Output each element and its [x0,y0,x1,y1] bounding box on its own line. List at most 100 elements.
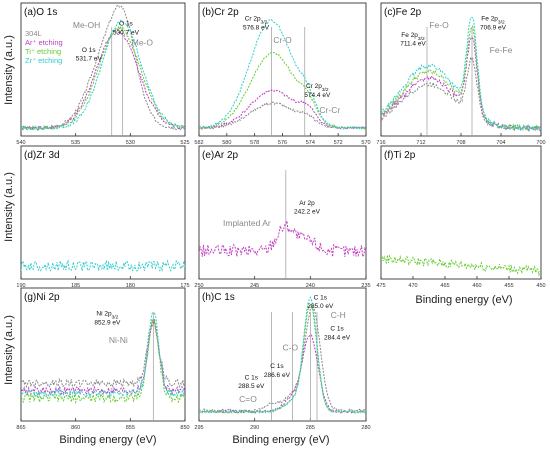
annotation-label: Fe-O [429,20,449,30]
annotation-label: Cr 2p3/2 [306,83,329,93]
series-line-Ar⁺ etching [21,320,185,396]
x-tick-label: 175 [180,283,189,289]
y-axis-label-row-2: Intensity (a.u.) [3,172,15,242]
x-tick-label: 475 [376,283,385,289]
panel-title: (b)Cr 2p [202,7,239,18]
y-axis-label-row-1: Intensity (a.u.) [3,35,15,105]
series-line-Zr⁺ etching [199,296,366,414]
annotation-label: Implanted Ar [223,218,271,228]
x-axis-label-f: Binding energy (eV) [415,294,512,306]
x-tick-label: 704 [496,140,505,146]
panel-frame [20,2,186,137]
annotation-label: Cr-Cr [319,105,340,115]
panel-frame [20,287,186,422]
x-tick-label: 235 [361,283,370,289]
x-tick-label: 850 [180,425,189,431]
panel-frame [380,2,542,137]
panel-title: (a)O 1s [24,7,57,18]
panel-frame [198,287,367,422]
y-axis-label-row-3: Intensity (a.u.) [3,315,15,385]
annotation-label: 706.9 eV [480,24,507,31]
series-line-304L [21,318,185,389]
x-tick-label: 700 [536,140,545,146]
x-tick-label: 540 [16,140,25,146]
series-line-Zr⁺ etching [21,312,185,399]
legend-entry: Ar⁺ etching [25,38,63,47]
x-tick-label: 580 [222,140,231,146]
series-line-Ti⁺ etching [199,304,366,414]
series-line-Ar⁺ etching [381,36,541,132]
x-axis-label-h: Binding energy (eV) [232,434,329,446]
annotation-label: O 1s [82,47,96,54]
annotation-label: C 1s [314,294,328,301]
annotation-label: Fe-Fe [490,45,513,55]
series-line-Ti⁺ etching [381,24,541,132]
panel-h: 295 290 285 280 (h)C 1s C 1s 285.0 eVC-H C 1s 28… [194,287,371,431]
annotation-label: Ni-Ni [109,335,128,345]
annotation-label: Ar 2p [299,200,315,207]
panel-title: (e)Ar 2p [202,150,239,161]
x-tick-label: 865 [16,425,25,431]
annotation-label: 288.5 eV [238,383,265,390]
series-line-Zr⁺ etching [381,16,541,132]
panel-frame [380,145,542,280]
panel-title: (c)Fe 2p [384,7,422,18]
panel-title: (h)C 1s [202,292,235,303]
x-tick-label: 535 [71,140,80,146]
annotation-label: Cr-O [273,35,292,45]
series-line-304L [199,307,366,413]
x-tick-label: 455 [504,283,513,289]
annotation-label: 284.4 eV [324,334,351,341]
annotation-label: C=O [239,394,257,404]
series-line-Ar⁺ etching [199,89,366,130]
x-tick-label: 245 [250,283,259,289]
annotation-label: Ni 2p3/2 [96,311,118,321]
annotation-label: C-O [282,343,298,353]
series-line-304L [21,4,185,132]
x-tick-label: 180 [126,283,135,289]
panel-f: 475 470 465 460 455 450 (f)Ti 2p [376,145,546,289]
x-tick-label: 185 [71,283,80,289]
x-tick-label: 855 [126,425,135,431]
annotation-label: C 1s [245,374,259,381]
panel-frame [20,145,186,280]
annotation-label: C-H [331,310,346,320]
annotation-label: Fe 2p3/2 [481,16,505,26]
x-tick-label: 465 [440,283,449,289]
panel-frame [198,145,367,280]
annotation-label: C 1s [270,363,284,370]
x-tick-label: 716 [376,140,385,146]
x-tick-label: 285 [306,425,315,431]
x-tick-label: 708 [456,140,465,146]
series-line-Zr⁺ etching [21,19,185,131]
x-tick-label: 570 [361,140,370,146]
legend-entry: 304L [25,29,42,38]
annotation-label: Fe 2p3/2 [401,32,425,42]
x-tick-label: 280 [361,425,370,431]
x-tick-label: 295 [194,425,203,431]
annotation-label: Me-OH [73,20,100,30]
panel-frame [198,2,367,137]
x-tick-label: 572 [334,140,343,146]
annotation-label: Me-O [132,38,154,48]
series-line-Ar⁺ etching [199,219,366,259]
annotation-label: 711.4 eV [400,41,426,48]
annotation-label: 852.9 eV [94,319,121,326]
panel-title: (f)Ti 2p [384,150,416,161]
series-line-Ti⁺ etching [21,24,185,131]
x-tick-label: 190 [16,283,25,289]
panel-e: 250 245 240 235 (e)Ar 2p Ar 2p 242.2 eV Implant… [194,145,371,289]
legend-entry: Ti⁺ etching [25,47,61,56]
panel-d: 190 185 180 175 (d)Zr 3d [16,145,190,289]
annotation-label: 531.7 eV [76,56,103,63]
x-tick-label: 470 [408,283,417,289]
x-tick-label: 582 [194,140,203,146]
x-tick-label: 290 [250,425,259,431]
annotation-label: 285.0 eV [307,303,334,310]
panel-title: (d)Zr 3d [24,150,60,161]
